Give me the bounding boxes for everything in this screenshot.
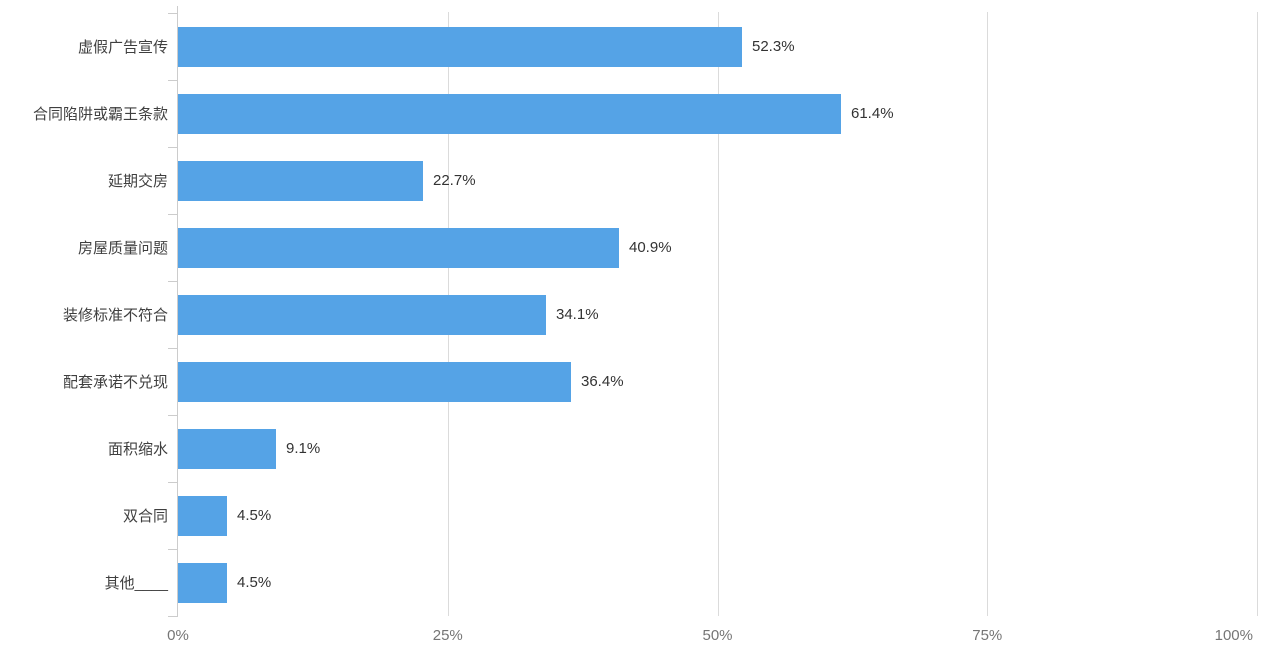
category-label: 配套承诺不兑现 [62, 374, 168, 391]
category-label: 双合同 [122, 508, 168, 525]
y-axis-tick [168, 616, 177, 617]
y-axis-line [177, 6, 178, 617]
bar-value-label: 4.5% [237, 574, 272, 591]
bar-value-label: 34.1% [556, 306, 599, 323]
bar-value-label: 61.4% [851, 105, 894, 122]
bar-value-label: 9.1% [286, 440, 321, 457]
bar [178, 295, 546, 335]
y-axis-tick [168, 147, 177, 148]
y-axis-tick [168, 348, 177, 349]
bar [178, 429, 276, 469]
bar [178, 94, 841, 134]
x-tick-label: 50% [702, 627, 733, 644]
x-tick-label: 0% [167, 627, 189, 644]
bar-value-label: 40.9% [629, 239, 672, 256]
bar-value-label: 22.7% [433, 172, 476, 189]
bar [178, 563, 227, 603]
bar [178, 161, 423, 201]
category-label: 其他____ [104, 575, 168, 592]
bar-value-label: 4.5% [237, 507, 272, 524]
x-tick-label: 75% [972, 627, 1003, 644]
x-tick-label: 100% [1214, 627, 1253, 644]
gridline-75 [987, 12, 989, 616]
gridline-100 [1257, 12, 1258, 616]
y-axis-tick [168, 214, 177, 215]
category-label: 延期交房 [107, 173, 168, 190]
x-tick-label: 25% [432, 627, 463, 644]
y-axis-tick [168, 13, 177, 14]
category-label: 装修标准不符合 [62, 307, 168, 324]
bar [178, 228, 619, 268]
bar-value-label: 36.4% [581, 373, 624, 390]
y-axis-tick [168, 281, 177, 282]
bar [178, 496, 227, 536]
category-label: 面积缩水 [107, 441, 168, 458]
category-label: 虚假广告宣传 [77, 39, 168, 56]
gridline-50 [717, 12, 719, 616]
y-axis-tick [168, 415, 177, 416]
y-axis-tick [168, 549, 177, 550]
y-axis-tick [168, 482, 177, 483]
bar [178, 362, 571, 402]
y-axis-tick [168, 80, 177, 81]
category-label: 房屋质量问题 [77, 240, 168, 257]
bar-value-label: 52.3% [752, 38, 795, 55]
bar [178, 27, 742, 67]
category-label: 合同陷阱或霸王条款 [32, 106, 168, 123]
